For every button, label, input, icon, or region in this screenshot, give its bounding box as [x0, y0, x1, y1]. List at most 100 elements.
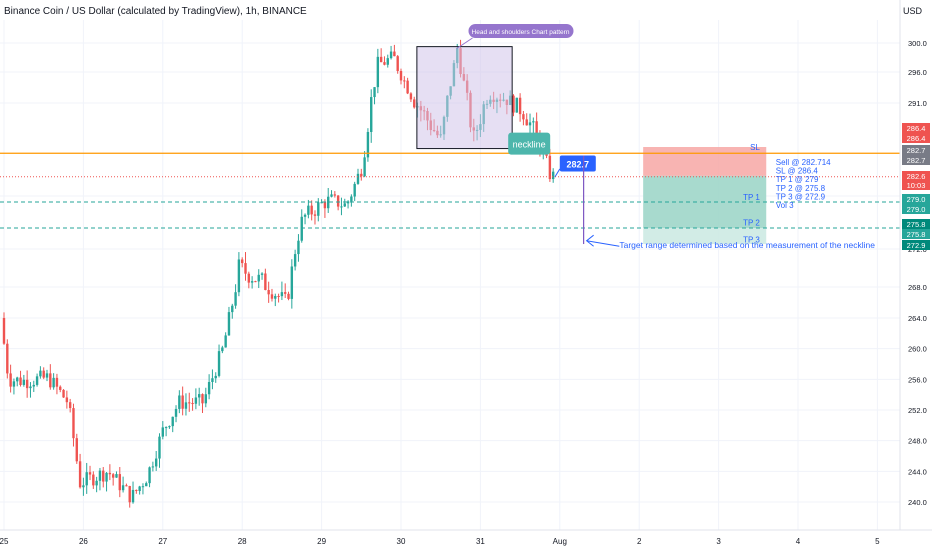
candle-body	[197, 394, 201, 398]
candle-body	[336, 195, 340, 207]
candle-body	[25, 379, 29, 389]
price-tag-text: 10:03	[907, 181, 926, 190]
candle-body	[548, 155, 552, 180]
overlays: Head and shoulders Chart pattern neckline…	[0, 24, 900, 250]
candle-body	[118, 474, 121, 491]
candle-body	[274, 295, 277, 299]
position-info-line: TP 3 @ 272.9	[776, 192, 826, 201]
candle-body	[363, 157, 366, 177]
candle-body	[280, 292, 284, 297]
candle-body	[184, 402, 188, 409]
candle-body	[343, 203, 346, 207]
chart-title: Binance Coin / US Dollar (calculated by …	[4, 6, 307, 17]
candle-body	[191, 403, 194, 405]
position-zones	[643, 147, 767, 245]
candle-body	[350, 196, 353, 202]
candle-body	[194, 397, 198, 404]
candle-body	[217, 351, 221, 376]
price-tick-label: 300.0	[908, 39, 927, 48]
candle-body	[49, 373, 52, 388]
candle-body	[383, 62, 386, 65]
price-tag	[902, 133, 930, 143]
candle-body	[6, 343, 9, 374]
candle-body	[154, 458, 158, 467]
candle-body	[389, 51, 393, 59]
candle-body	[204, 394, 208, 404]
candle-body	[145, 483, 148, 487]
candle-body	[19, 377, 22, 385]
current-price-callout-text: 282.7	[567, 159, 590, 169]
candle-body	[171, 416, 174, 427]
candle-body	[379, 56, 383, 63]
candle-body	[211, 378, 214, 383]
candle-body	[300, 216, 303, 241]
candle-body	[267, 289, 270, 295]
candle-body	[515, 97, 518, 113]
candle-body	[257, 274, 260, 282]
candle-body	[92, 474, 95, 486]
candle-body	[164, 427, 168, 429]
callout-pointer	[554, 168, 561, 178]
price-tick-label: 268.0	[908, 283, 927, 292]
price-tag-text: 275.8	[907, 220, 926, 229]
candle-body	[330, 194, 333, 197]
position-level-label: SL	[750, 143, 760, 152]
neckline-label-box	[508, 132, 551, 155]
candle-body	[201, 394, 204, 404]
price-tag-text: 279.0	[907, 195, 926, 204]
candle-body	[98, 470, 102, 481]
price-tag-text: 286.4	[907, 124, 926, 133]
candle-body	[85, 472, 88, 486]
candle-body	[111, 474, 115, 478]
candle-body	[518, 97, 522, 115]
candle-body	[244, 263, 247, 274]
time-tick-label: 30	[397, 537, 406, 546]
candle-body	[373, 87, 376, 98]
position-info-line: SL @ 286.4	[776, 167, 819, 176]
candle-body	[35, 376, 39, 385]
candle-body	[264, 273, 267, 290]
pattern-box[interactable]	[416, 46, 513, 150]
candle-body	[231, 305, 234, 313]
candle-body	[340, 206, 343, 208]
stop-loss-zone[interactable]	[643, 147, 767, 176]
time-tick-label: 28	[238, 537, 247, 546]
candle-body	[376, 56, 380, 88]
candle-body	[270, 294, 274, 299]
time-tick-label: 5	[875, 537, 880, 546]
position-info-line: Sell @ 282.714	[776, 158, 831, 167]
candle-body	[148, 467, 151, 484]
candle-body	[234, 292, 237, 306]
candle-body	[293, 254, 297, 267]
position-info-line: Vol 3	[776, 201, 794, 210]
candle-body	[135, 489, 138, 492]
price-tag	[902, 145, 930, 155]
candle-body	[65, 397, 69, 403]
candle-body	[386, 58, 389, 65]
candle-body	[174, 408, 178, 417]
candle-body	[323, 202, 327, 209]
candle-body	[214, 375, 217, 379]
take-profit-zone-3[interactable]	[643, 228, 767, 245]
candle-body	[105, 472, 108, 482]
price-tick-label: 248.0	[908, 437, 927, 446]
candle-body	[75, 438, 78, 462]
time-axis: 25 26 27 28 29 30 31 Aug 2 3 4 5	[0, 529, 932, 546]
candle-body	[522, 114, 525, 120]
candle-body	[45, 373, 49, 378]
candle-body	[168, 426, 171, 428]
price-tag-text: 282.7	[907, 146, 926, 155]
candle-body	[535, 121, 538, 135]
time-tick-label: Aug	[553, 537, 567, 546]
position-info-line: TP 1 @ 279	[776, 175, 819, 184]
candle-body	[221, 347, 224, 352]
price-tag-text: 275.8	[907, 230, 926, 239]
candle-body	[327, 196, 330, 209]
candle-body	[78, 461, 82, 488]
candle-body	[290, 266, 294, 299]
candle-body	[72, 408, 75, 439]
candle-body	[102, 470, 105, 482]
position-level-label: TP 2	[743, 219, 760, 228]
price-tick-label: 264.0	[908, 314, 927, 323]
